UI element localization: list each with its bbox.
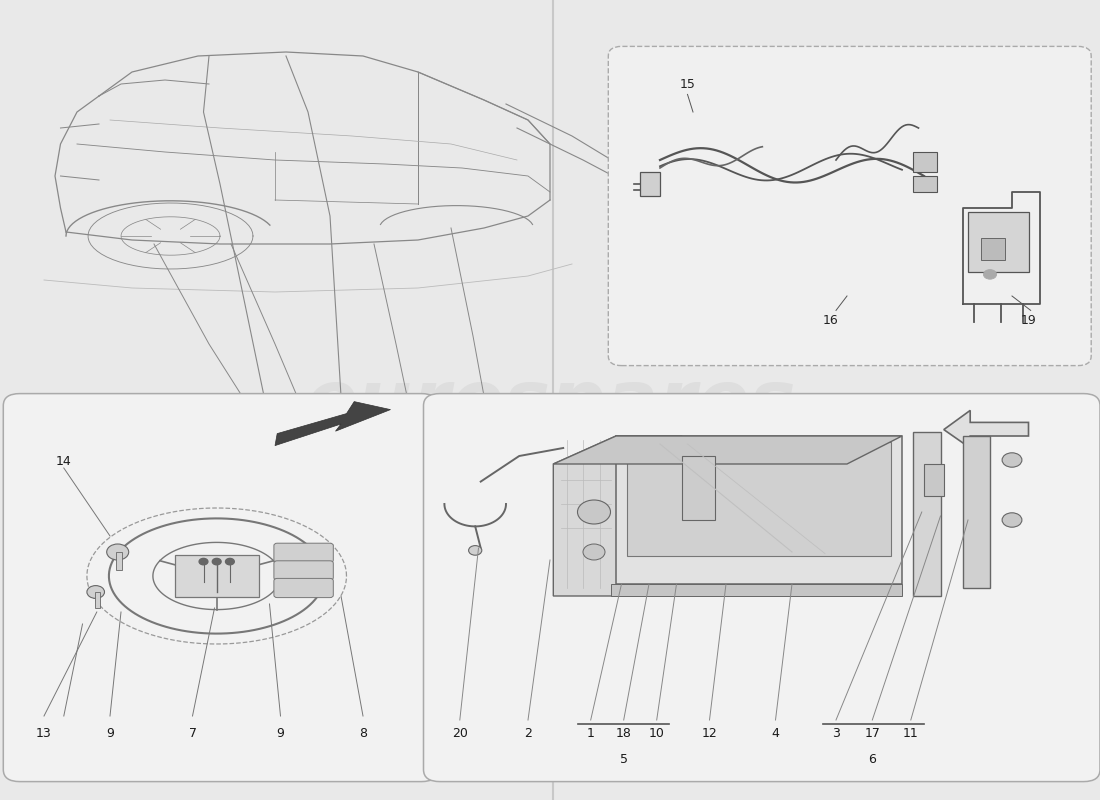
Polygon shape bbox=[627, 442, 891, 556]
FancyBboxPatch shape bbox=[274, 578, 333, 598]
Text: 20: 20 bbox=[452, 727, 468, 740]
Bar bbox=[682, 456, 715, 520]
Text: 15: 15 bbox=[680, 78, 695, 90]
Text: 3: 3 bbox=[832, 727, 840, 740]
Circle shape bbox=[983, 270, 997, 279]
Text: 11: 11 bbox=[903, 727, 918, 740]
Bar bbox=[640, 172, 660, 196]
Text: 18: 18 bbox=[616, 727, 631, 740]
Text: 9: 9 bbox=[276, 727, 285, 740]
FancyBboxPatch shape bbox=[3, 394, 438, 782]
FancyBboxPatch shape bbox=[608, 46, 1091, 366]
Text: 2: 2 bbox=[524, 727, 532, 740]
FancyBboxPatch shape bbox=[424, 394, 1100, 782]
Text: 6: 6 bbox=[868, 754, 877, 766]
Circle shape bbox=[469, 546, 482, 555]
Bar bbox=[968, 212, 1028, 272]
Polygon shape bbox=[962, 436, 990, 588]
Circle shape bbox=[226, 558, 234, 565]
Text: eurospares: eurospares bbox=[305, 366, 795, 442]
Bar bbox=[116, 552, 122, 570]
Text: 10: 10 bbox=[649, 727, 664, 740]
Circle shape bbox=[1002, 513, 1022, 527]
Text: 19: 19 bbox=[1021, 314, 1036, 326]
Circle shape bbox=[578, 500, 610, 524]
Text: 13: 13 bbox=[36, 727, 52, 740]
Polygon shape bbox=[944, 410, 1028, 448]
Text: 9: 9 bbox=[106, 727, 114, 740]
Text: 7: 7 bbox=[188, 727, 197, 740]
FancyBboxPatch shape bbox=[274, 543, 333, 562]
Circle shape bbox=[107, 544, 129, 560]
Circle shape bbox=[199, 558, 208, 565]
Bar bbox=[924, 464, 944, 496]
Circle shape bbox=[87, 586, 104, 598]
Text: 8: 8 bbox=[359, 727, 367, 740]
Circle shape bbox=[583, 544, 605, 560]
Bar bbox=[913, 176, 937, 192]
Polygon shape bbox=[610, 584, 902, 596]
Text: 14: 14 bbox=[56, 455, 72, 468]
Text: 12: 12 bbox=[702, 727, 717, 740]
Circle shape bbox=[212, 558, 221, 565]
Polygon shape bbox=[553, 436, 902, 464]
Text: 16: 16 bbox=[823, 314, 838, 326]
Bar bbox=[95, 592, 100, 608]
Polygon shape bbox=[275, 402, 390, 446]
Bar bbox=[913, 152, 937, 172]
Bar bbox=[981, 238, 1005, 260]
FancyBboxPatch shape bbox=[274, 561, 333, 580]
Text: 1: 1 bbox=[586, 727, 595, 740]
Text: 4: 4 bbox=[771, 727, 780, 740]
Polygon shape bbox=[616, 436, 902, 584]
Circle shape bbox=[1002, 453, 1022, 467]
Polygon shape bbox=[553, 436, 682, 596]
Text: 17: 17 bbox=[865, 727, 880, 740]
Bar bbox=[175, 555, 258, 597]
Polygon shape bbox=[913, 432, 940, 596]
Text: 5: 5 bbox=[619, 754, 628, 766]
